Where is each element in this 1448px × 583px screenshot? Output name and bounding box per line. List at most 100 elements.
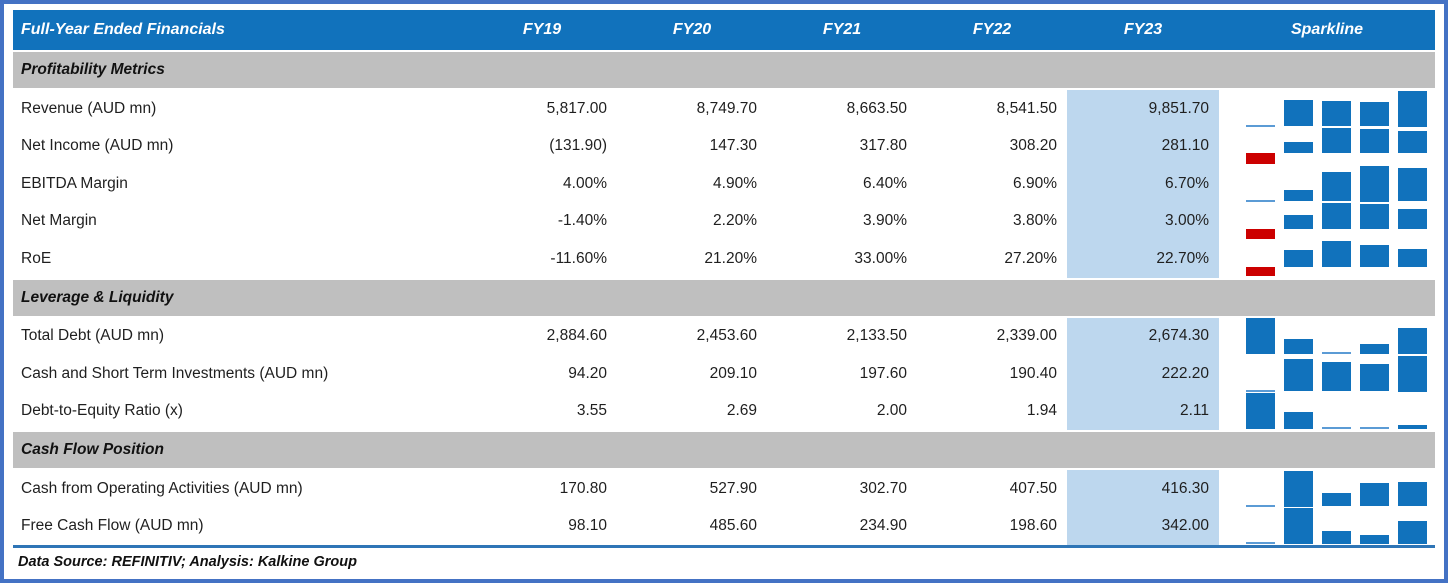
sparkline-bar xyxy=(1246,153,1275,164)
value-fy19: 94.20 xyxy=(568,364,607,382)
sparkline-bar xyxy=(1322,240,1351,268)
sparkline-bar xyxy=(1284,214,1313,230)
value-fy22: 190.40 xyxy=(1009,364,1057,382)
column-header-fy23: FY23 xyxy=(1123,21,1163,38)
row-label: Cash and Short Term Investments (AUD mn) xyxy=(21,364,329,382)
sparkline-bar xyxy=(1360,534,1389,544)
sparkline-bar xyxy=(1398,328,1427,354)
value-fy20: 527.90 xyxy=(709,479,757,497)
sparkline-bar xyxy=(1246,389,1275,392)
value-fy21: 8,663.50 xyxy=(846,99,907,117)
sparkline-total-debt-aud-mn xyxy=(1246,318,1427,354)
table-title: Full-Year Ended Financials xyxy=(21,21,225,38)
value-fy20: 147.30 xyxy=(709,137,757,155)
value-fy19: 5,817.00 xyxy=(546,99,607,117)
sparkline-bar xyxy=(1246,318,1275,354)
sparkline-cell xyxy=(1219,165,1435,203)
value-fy23: 342.00 xyxy=(1067,507,1219,545)
value-fy21: 302.70 xyxy=(859,479,907,497)
sparkline-net-margin xyxy=(1246,203,1427,239)
table-row-net-income-aud-mn: Net Income (AUD mn) (131.90) 147.30 317.80 3… xyxy=(13,127,1435,165)
sparkline-bar xyxy=(1360,245,1389,268)
value-fy23: 2.11 xyxy=(1067,392,1219,430)
sparkline-bar xyxy=(1322,362,1351,392)
sparkline-bar xyxy=(1360,344,1389,354)
row-label: Net Income (AUD mn) xyxy=(21,137,174,155)
value-fy20: 2.69 xyxy=(726,402,757,420)
table-row-free-cash-flow-aud-mn: Free Cash Flow (AUD mn) 98.10 485.60 234.90… xyxy=(13,507,1435,546)
value-fy20: 8,749.70 xyxy=(696,99,757,117)
sparkline-cell xyxy=(1219,318,1435,356)
sparkline-bar xyxy=(1246,199,1275,202)
value-fy23: 416.30 xyxy=(1067,470,1219,508)
table-row-ebitda-margin: EBITDA Margin 4.00% 4.90% 6.40% 6.90% 6.70% xyxy=(13,165,1435,203)
value-fy23: 222.20 xyxy=(1067,355,1219,393)
section-header-cash-flow-position: Cash Flow Position xyxy=(13,432,1435,468)
sparkline-bar xyxy=(1284,190,1313,202)
value-fy19: (131.90) xyxy=(549,137,607,155)
value-fy22: 3.80% xyxy=(1013,212,1057,230)
sparkline-bar xyxy=(1284,338,1313,354)
value-fy20: 2,453.60 xyxy=(696,327,757,345)
sparkline-bar xyxy=(1322,171,1351,202)
row-label: RoE xyxy=(21,249,52,267)
value-fy22: 2,339.00 xyxy=(996,327,1057,345)
sparkline-cell xyxy=(1219,203,1435,241)
sparkline-bar xyxy=(1398,130,1427,154)
sparkline-bar xyxy=(1398,209,1427,230)
sparkline-bar xyxy=(1398,90,1427,127)
sparkline-bar xyxy=(1360,203,1389,230)
sparkline-ebitda-margin xyxy=(1246,165,1427,202)
value-fy21: 6.40% xyxy=(863,174,907,192)
sparkline-cell xyxy=(1219,470,1435,508)
value-fy19: -11.60% xyxy=(550,249,607,267)
sparkline-cell xyxy=(1219,355,1435,393)
section-header-leverage-liquidity: Leverage & Liquidity xyxy=(13,279,1435,316)
value-fy23: 6.70% xyxy=(1067,165,1219,203)
section-header-profitability-metrics: Profitability Metrics xyxy=(13,52,1435,88)
sparkline-cell xyxy=(1219,90,1435,128)
value-fy19: -1.40% xyxy=(557,212,607,230)
sparkline-bar xyxy=(1284,470,1313,507)
row-label: Debt-to-Equity Ratio (x) xyxy=(21,402,183,420)
sparkline-bar xyxy=(1246,124,1275,127)
sparkline-bar xyxy=(1322,101,1351,127)
table-row-debt-to-equity-ratio-x: Debt-to-Equity Ratio (x) 3.55 2.69 2.00 1.94… xyxy=(13,392,1435,431)
sparkline-bar xyxy=(1322,352,1351,354)
table-row-revenue-aud-mn: Revenue (AUD mn) 5,817.00 8,749.70 8,663.50… xyxy=(13,90,1435,128)
column-header-sparkline: Sparkline xyxy=(1290,21,1364,38)
column-header-fy22: FY22 xyxy=(972,21,1012,38)
row-label: Cash from Operating Activities (AUD mn) xyxy=(21,479,303,497)
sparkline-bar xyxy=(1246,504,1275,507)
table-row-roe: RoE -11.60% 21.20% 33.00% 27.20% 22.70% xyxy=(13,240,1435,278)
sparkline-cell xyxy=(1219,508,1435,546)
value-fy19: 98.10 xyxy=(568,517,607,535)
sparkline-bar xyxy=(1398,425,1427,429)
sparkline-bar xyxy=(1360,482,1389,507)
sparkline-bar xyxy=(1360,165,1389,202)
sparkline-net-income-aud-mn xyxy=(1246,128,1427,164)
sparkline-bar xyxy=(1322,128,1351,154)
row-label: Revenue (AUD mn) xyxy=(21,99,157,117)
sparkline-bar xyxy=(1284,412,1313,429)
row-label: EBITDA Margin xyxy=(21,174,128,192)
table-body: Profitability Metrics Revenue (AUD mn) 5,8… xyxy=(13,52,1435,545)
sparkline-bar xyxy=(1322,427,1351,429)
value-fy20: 4.90% xyxy=(713,174,757,192)
sparkline-bar xyxy=(1246,267,1275,277)
sparkline-cell xyxy=(1219,393,1435,431)
value-fy20: 485.60 xyxy=(709,517,757,535)
sparkline-bar xyxy=(1398,355,1427,392)
sparkline-cash-from-operating-activities-aud-mn xyxy=(1246,470,1427,507)
footer-rule xyxy=(13,545,1435,548)
value-fy21: 2,133.50 xyxy=(846,327,907,345)
value-fy22: 1.94 xyxy=(1026,402,1057,420)
value-fy21: 317.80 xyxy=(859,137,907,155)
sparkline-bar xyxy=(1360,128,1389,154)
value-fy20: 21.20% xyxy=(704,249,757,267)
table-header-row: Full-Year Ended Financials FY19 FY20 FY21 F… xyxy=(13,10,1435,50)
value-fy23: 3.00% xyxy=(1067,202,1219,240)
value-fy21: 234.90 xyxy=(859,517,907,535)
sparkline-bar xyxy=(1398,481,1427,507)
